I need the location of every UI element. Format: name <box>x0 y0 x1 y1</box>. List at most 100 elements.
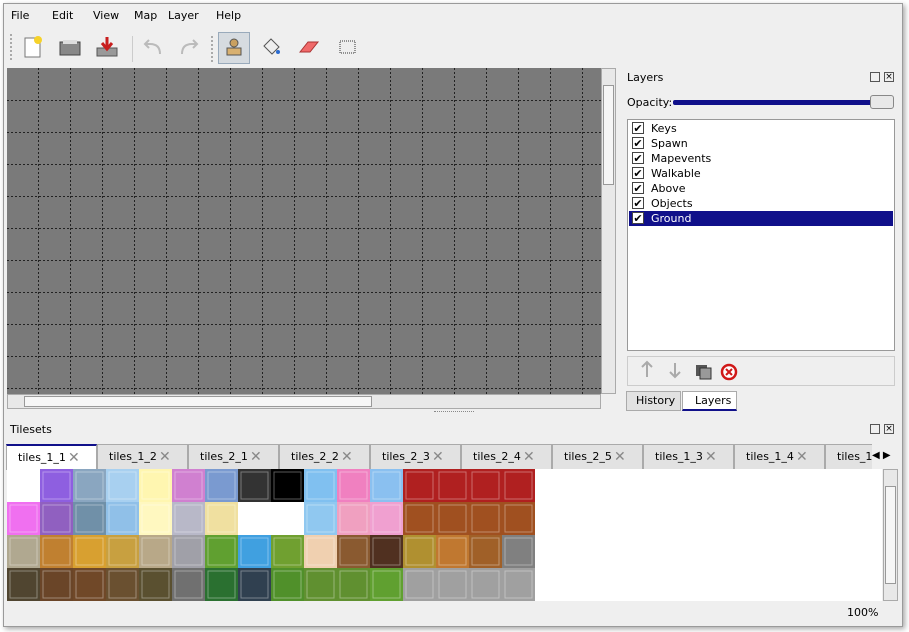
tile <box>502 502 535 535</box>
float-button[interactable] <box>870 72 880 82</box>
tile <box>7 502 40 535</box>
layer-checkbox[interactable]: ✔ <box>632 182 644 195</box>
layer-row[interactable]: ✔ Keys <box>629 121 893 136</box>
stamp-button[interactable] <box>218 32 250 64</box>
layer-row[interactable]: ✔ Walkable <box>629 166 893 181</box>
tile-shade <box>273 471 302 500</box>
tile-shade <box>306 504 335 533</box>
menu-item[interactable]: Layer <box>168 9 199 22</box>
vertical-scrollbar[interactable] <box>883 469 898 601</box>
tab-close[interactable]: ✕ <box>614 449 626 465</box>
tab-close[interactable]: ✕ <box>159 449 171 465</box>
menu-item[interactable]: Edit <box>52 9 74 22</box>
horizontal-scrollbar[interactable] <box>7 394 601 409</box>
tile-shade <box>372 504 401 533</box>
dock-tabs: History Layers <box>622 391 902 413</box>
close-button[interactable]: × <box>884 72 894 82</box>
slider-handle[interactable] <box>870 95 894 109</box>
tile-shade <box>240 570 269 599</box>
menu-item[interactable]: Help <box>216 9 242 22</box>
tileset-tab[interactable]: tiles_1_✕ <box>825 444 872 470</box>
tab-close[interactable]: ✕ <box>432 449 444 465</box>
tileset-tab[interactable]: tiles_1_2 ✕ <box>97 444 188 470</box>
layer-row[interactable]: ✔ Above <box>629 181 893 196</box>
tab-close[interactable]: ✕ <box>796 449 808 465</box>
tab-label: tiles_2_3 <box>382 450 430 463</box>
tileset-tab[interactable]: tiles_2_3 ✕ <box>370 444 461 470</box>
float-button[interactable] <box>870 424 880 434</box>
tile-shade <box>174 570 203 599</box>
dock-tab[interactable]: History <box>626 391 681 411</box>
open-button[interactable] <box>55 32 85 62</box>
tile <box>304 535 337 568</box>
scroll-thumb[interactable] <box>885 486 896 584</box>
map-view[interactable] <box>7 68 601 394</box>
layer-checkbox[interactable]: ✔ <box>632 137 644 150</box>
redo-button[interactable] <box>174 32 204 62</box>
tile-shade <box>207 471 236 500</box>
select-button[interactable] <box>332 32 362 62</box>
toolbar-grip <box>10 34 13 60</box>
layer-row[interactable]: ✔ Mapevents <box>629 151 893 166</box>
eraser-button[interactable] <box>294 32 324 62</box>
tileset-tab[interactable]: tiles_2_4 ✕ <box>461 444 552 470</box>
tileset-tab[interactable]: tiles_1_1 ✕ <box>6 444 97 470</box>
tile-shade <box>141 570 170 599</box>
tile <box>40 469 73 502</box>
tileset-tab[interactable]: tiles_2_2 ✕ <box>279 444 370 470</box>
tile-shade <box>471 537 500 566</box>
fill-button[interactable] <box>256 32 286 62</box>
vertical-scrollbar[interactable] <box>601 68 616 394</box>
tab-close[interactable]: ✕ <box>523 449 535 465</box>
tile <box>7 568 40 601</box>
tile <box>469 502 502 535</box>
tileset-view[interactable] <box>7 469 882 601</box>
menu-item[interactable]: File <box>11 9 30 22</box>
undo-button[interactable] <box>138 32 168 62</box>
tile <box>106 568 139 601</box>
tab-close[interactable]: ✕ <box>341 449 353 465</box>
layer-row[interactable]: ✔ Ground <box>629 211 893 226</box>
new-button[interactable] <box>18 32 48 62</box>
tile <box>370 469 403 502</box>
tab-close[interactable]: ✕ <box>250 449 262 465</box>
tile <box>7 469 40 502</box>
tile-shade <box>438 471 467 500</box>
tab-close[interactable]: ✕ <box>68 450 80 466</box>
tile-shade <box>141 504 170 533</box>
tile-shade <box>75 537 104 566</box>
layer-row[interactable]: ✔ Spawn <box>629 136 893 151</box>
tab-scroll[interactable]: ◀ ▶ <box>872 450 891 461</box>
menu-item[interactable]: View <box>93 9 120 22</box>
tileset-tab[interactable]: tiles_1_3 ✕ <box>643 444 734 470</box>
scroll-thumb[interactable] <box>603 85 614 185</box>
tab-label: tiles_2_1 <box>200 450 248 463</box>
tileset-tab[interactable]: tiles_2_1 ✕ <box>188 444 279 470</box>
tab-close[interactable]: ✕ <box>705 449 717 465</box>
layer-checkbox[interactable]: ✔ <box>632 152 644 165</box>
tileset-tab[interactable]: tiles_2_5 ✕ <box>552 444 643 470</box>
layer-row[interactable]: ✔ Objects <box>629 196 893 211</box>
tile <box>172 502 205 535</box>
tileset-tab[interactable]: tiles_1_4 ✕ <box>734 444 825 470</box>
tile <box>172 469 205 502</box>
tile <box>337 568 370 601</box>
tile-shade <box>9 504 38 533</box>
close-button[interactable]: × <box>884 424 894 434</box>
tile <box>238 502 271 535</box>
tile <box>502 469 535 502</box>
layer-checkbox[interactable]: ✔ <box>632 212 644 225</box>
tile-shade <box>75 504 104 533</box>
dock-tab[interactable]: Layers <box>682 391 737 411</box>
opacity-slider[interactable] <box>673 100 873 105</box>
layer-list: ✔ Keys ✔ Spawn ✔ Mapevents ✔ Walkable ✔ Above ✔ Obj… <box>627 119 895 351</box>
layer-name: Objects <box>651 197 693 210</box>
scroll-thumb[interactable] <box>24 396 372 407</box>
layer-checkbox[interactable]: ✔ <box>632 197 644 210</box>
tile-shade <box>405 570 434 599</box>
save-button[interactable] <box>92 32 122 62</box>
tile <box>436 469 469 502</box>
menu-item[interactable]: Map <box>134 9 158 22</box>
layer-checkbox[interactable]: ✔ <box>632 122 644 135</box>
layer-checkbox[interactable]: ✔ <box>632 167 644 180</box>
